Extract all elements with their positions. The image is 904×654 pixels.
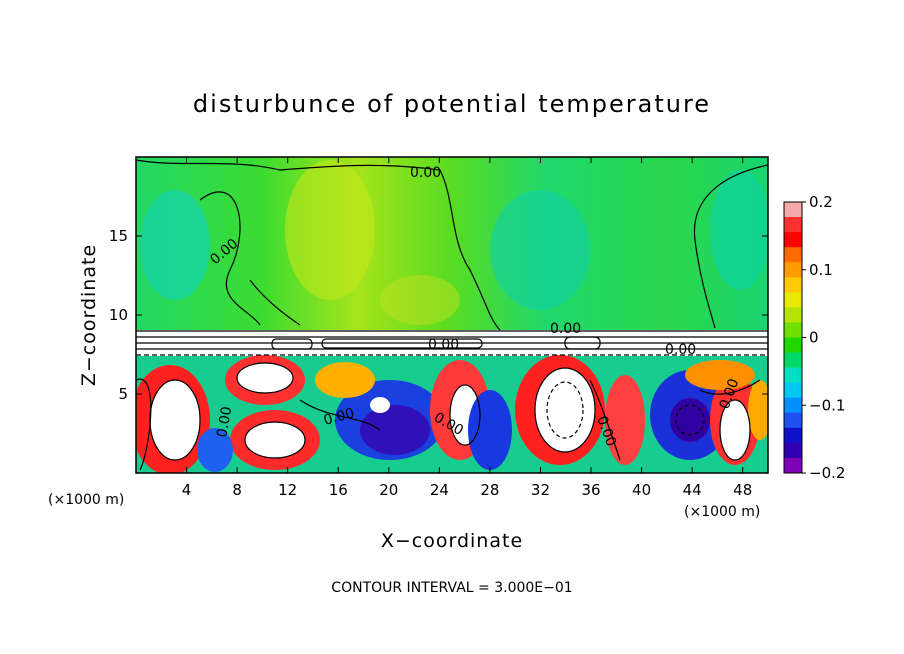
x-scale-note-right: (×1000 m) <box>684 504 760 520</box>
y-tick-label: 15 <box>109 227 128 245</box>
x-tick-label: 24 <box>430 481 449 499</box>
contour-line <box>299 399 381 431</box>
x-tick-label: 20 <box>379 481 398 499</box>
contour-label: 0.00 <box>410 165 441 181</box>
contour-label: 0.00 <box>322 405 356 429</box>
x-tick-label: 16 <box>329 481 348 499</box>
colorbar-segment <box>784 247 802 263</box>
x-tick-label: 4 <box>182 481 192 499</box>
contour-lines <box>136 159 768 471</box>
y-axis-label: Z−coordinate <box>78 244 100 386</box>
colorbar-tick-label: 0.2 <box>809 193 833 211</box>
contour-line <box>699 379 761 395</box>
colorbar-segment <box>784 232 802 248</box>
field-patch <box>490 190 590 310</box>
contour-line <box>249 279 301 326</box>
colorbar-segment <box>784 292 802 308</box>
x-tick-label: 48 <box>733 481 752 499</box>
x-axis-label: X−coordinate <box>381 530 523 552</box>
colorbar-segment <box>784 307 802 323</box>
chart-title: disturbunce of potential temperature <box>193 90 711 118</box>
contour-line <box>693 164 768 329</box>
colorbar-segment <box>784 442 802 459</box>
x-scale-note: (×1000 m) <box>48 492 124 508</box>
colorbar-segment <box>784 337 802 354</box>
contour-line <box>534 367 596 453</box>
contour-interval-note: CONTOUR INTERVAL = 3.000E−01 <box>331 580 572 596</box>
contour-line <box>271 338 313 350</box>
contour-line <box>564 336 601 350</box>
colorbar-segment <box>784 457 802 474</box>
field-patch <box>748 380 768 440</box>
colorbar-tick-label: 0.1 <box>809 261 833 279</box>
contour-line <box>236 362 294 394</box>
colorbar-segment <box>784 322 802 338</box>
colorbar-segment <box>784 367 802 384</box>
field-patch <box>285 160 375 300</box>
colorbar-segment <box>784 412 802 429</box>
colorbar-segment <box>784 397 802 414</box>
contour-line <box>136 159 501 331</box>
x-axis: 4 8 12 16 20 24 28 32 36 40 44 48 <box>182 157 752 499</box>
colorbar-segment <box>784 277 802 293</box>
colorbar-tick-label: −0.1 <box>809 396 845 414</box>
colorbar-segment <box>784 427 802 444</box>
field-patch <box>380 275 460 325</box>
field-patch <box>237 363 293 393</box>
colorbar-segment <box>784 202 802 218</box>
field-patch <box>370 397 390 413</box>
contour-line <box>719 399 751 461</box>
contour-line <box>449 384 481 446</box>
colorbar-segment <box>784 262 802 278</box>
contour-line <box>244 421 306 459</box>
x-tick-label: 36 <box>581 481 600 499</box>
colorbar-segment <box>784 352 802 369</box>
field-patch <box>720 400 750 460</box>
field-patch <box>605 375 645 465</box>
x-tick-label: 8 <box>232 481 242 499</box>
field-patch <box>360 405 430 455</box>
contour-line <box>546 381 584 439</box>
field-patch <box>245 422 305 458</box>
contour-line <box>136 330 768 350</box>
contour-line <box>199 191 261 326</box>
contour-label: 0.00 <box>550 321 581 337</box>
contour-label: 0.00 <box>428 337 459 353</box>
colorbar-segment <box>784 217 802 233</box>
contour-line <box>136 378 152 471</box>
field-patch <box>150 380 200 460</box>
y-tick-label: 5 <box>118 385 128 403</box>
contour-line <box>589 379 621 461</box>
field-patch <box>535 368 595 452</box>
x-tick-label: 12 <box>278 481 297 499</box>
colorbar-segment <box>784 382 802 399</box>
contour-line <box>675 404 705 436</box>
contour-label: 0.00 <box>214 405 235 438</box>
contour-label: 0.00 <box>665 342 696 358</box>
field-patch <box>685 360 755 390</box>
field-patch <box>315 362 375 398</box>
field-patch <box>710 170 768 290</box>
x-tick-label: 28 <box>480 481 499 499</box>
x-tick-label: 44 <box>683 481 702 499</box>
plot-area: 0.00 0.00 0.00 0.00 0.00 0.00 0.00 0.00 … <box>136 157 768 473</box>
colorbar-tick-label: −0.2 <box>809 464 845 482</box>
x-tick-label: 40 <box>632 481 651 499</box>
field-patch <box>140 190 210 300</box>
colorbar-tick-label: 0 <box>809 329 819 347</box>
y-tick-label: 10 <box>109 306 128 324</box>
x-tick-label: 32 <box>531 481 550 499</box>
field-patch <box>468 390 512 470</box>
contour-line <box>321 338 483 349</box>
colorbar: 0.2 0.1 0 −0.1 −0.2 <box>783 193 845 482</box>
field-patch <box>197 428 233 472</box>
y-axis: 5 10 15 <box>109 227 768 403</box>
